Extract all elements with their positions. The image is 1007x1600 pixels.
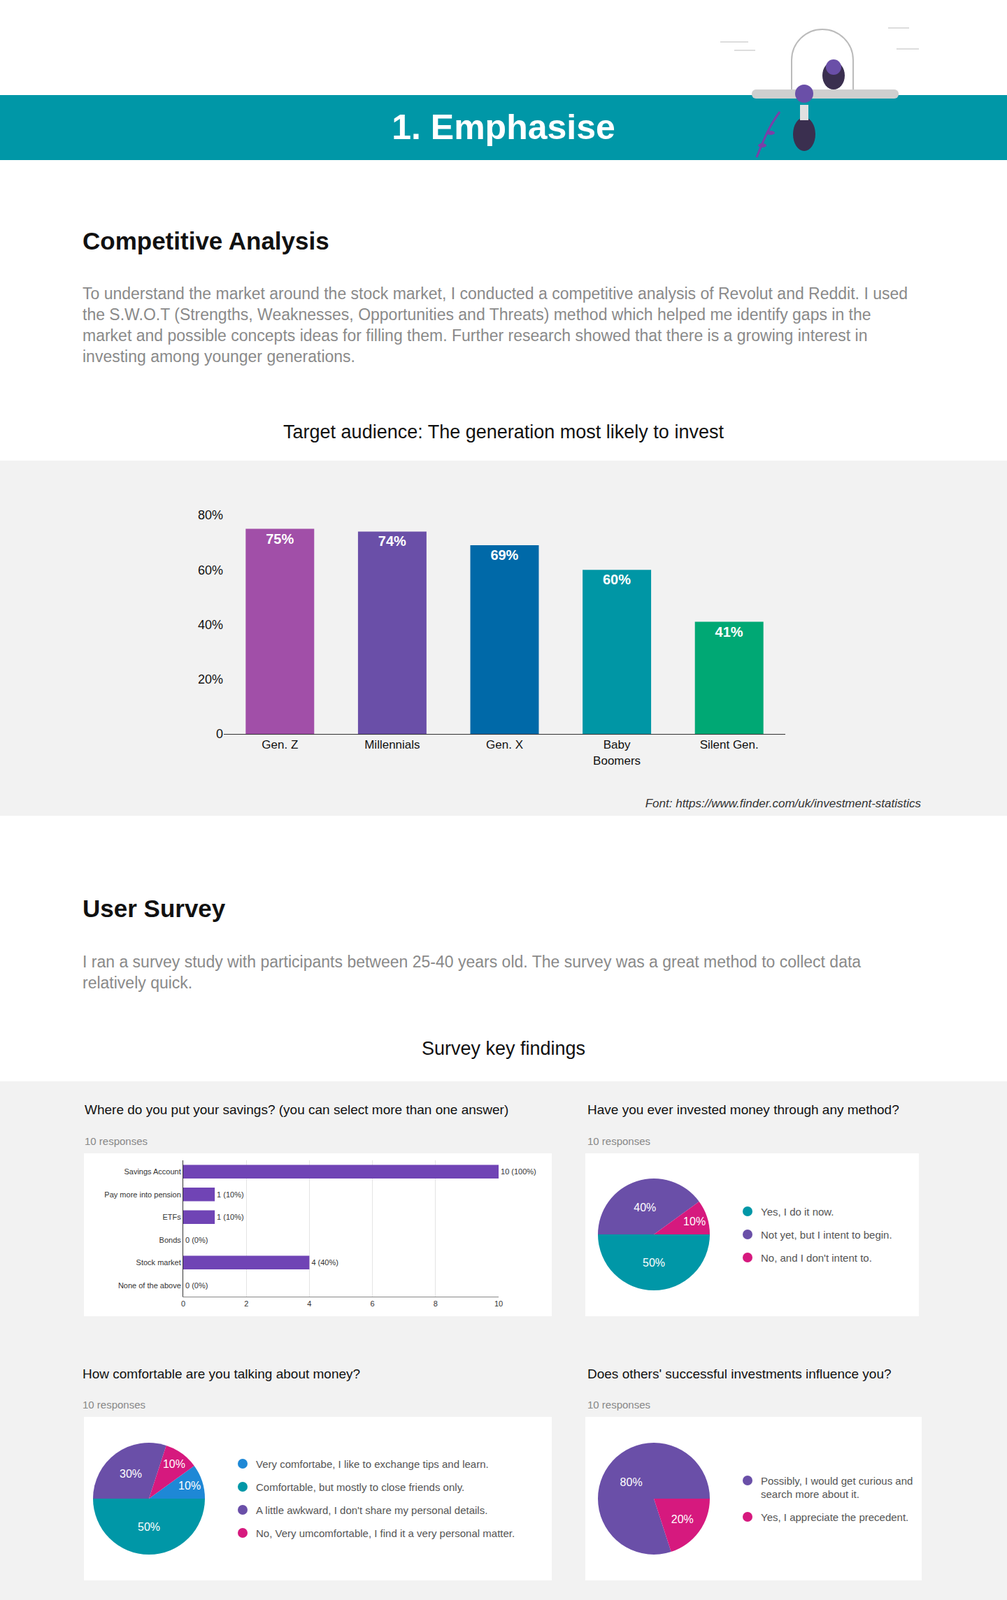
- svg-text:0: 0: [216, 727, 224, 742]
- html-text:10 responses: 10 responses: [84, 1135, 148, 1148]
- svg-text:4 (40%): 4 (40%): [311, 1258, 339, 1268]
- svg-text:Pay more into pension: Pay more into pension: [104, 1190, 181, 1200]
- svg-text:74%: 74%: [378, 533, 407, 549]
- svg-text:0 (0%): 0 (0%): [185, 1281, 208, 1291]
- html-text:To understand the market aroun: To understand the market around the stoc…: [82, 284, 908, 366]
- html-text:Does others' successful invest: Does others' successful investments infl…: [587, 1367, 892, 1382]
- svg-text:30%: 30%: [119, 1468, 142, 1481]
- svg-text:BabyBoomers: BabyBoomers: [593, 738, 641, 768]
- svg-text:69%: 69%: [490, 547, 519, 563]
- html-text:No, and I don't intent to.: No, and I don't intent to.: [760, 1252, 872, 1265]
- svg-text:Gen. X: Gen. X: [486, 738, 524, 752]
- svg-text:80%: 80%: [197, 508, 224, 523]
- svg-text:40%: 40%: [633, 1202, 656, 1214]
- svg-text:50%: 50%: [137, 1521, 161, 1534]
- svg-text:10%: 10%: [683, 1216, 706, 1228]
- svg-text:60%: 60%: [197, 563, 224, 578]
- html-text:Target audience: The generatio: Target audience: The generation most lik…: [283, 421, 724, 443]
- html-text:Not yet, but I intent to begin: Not yet, but I intent to begin.: [760, 1229, 893, 1242]
- html-text:A little awkward, I don't shar: A little awkward, I don't share my perso…: [255, 1504, 488, 1517]
- html-text:Have you ever invested money t: Have you ever invested money through any…: [587, 1102, 900, 1118]
- svg-text:0: 0: [181, 1300, 186, 1309]
- html-text:10 responses: 10 responses: [82, 1399, 146, 1412]
- html-text:Very comfortabe, I like to exc: Very comfortabe, I like to exchange tips…: [255, 1458, 489, 1471]
- svg-text:1 (10%): 1 (10%): [216, 1213, 245, 1222]
- svg-text:0 (0%): 0 (0%): [185, 1236, 208, 1245]
- svg-text:20%: 20%: [197, 672, 224, 687]
- svg-text:ETFs: ETFs: [162, 1213, 182, 1222]
- html-text:10 responses: 10 responses: [587, 1135, 651, 1148]
- svg-text:Savings Account: Savings Account: [123, 1167, 181, 1177]
- svg-text:20%: 20%: [671, 1513, 694, 1526]
- svg-text:8: 8: [433, 1300, 438, 1309]
- html-text:Competitive Analysis: Competitive Analysis: [82, 227, 330, 255]
- svg-text:Bonds: Bonds: [159, 1236, 182, 1245]
- html-text:Possibly, I would get curious: Possibly, I would get curious and search…: [760, 1475, 913, 1501]
- svg-text:10%: 10%: [178, 1480, 201, 1493]
- svg-text:Stock market: Stock market: [136, 1258, 182, 1268]
- html-text:Comfortable, but mostly to clo: Comfortable, but mostly to close friends…: [255, 1481, 465, 1494]
- svg-text:40%: 40%: [197, 618, 224, 633]
- html-text:Font: https://www.finder.com/u: Font: https://www.finder.com/uk/investme…: [645, 797, 921, 811]
- svg-text:10 (100%): 10 (100%): [500, 1167, 537, 1177]
- svg-text:2: 2: [244, 1300, 249, 1309]
- svg-text:10%: 10%: [162, 1458, 186, 1471]
- html-text:Yes, I do it now.: Yes, I do it now.: [760, 1206, 834, 1219]
- html-text:Yes, I appreciate the preceden: Yes, I appreciate the precedent.: [760, 1511, 909, 1524]
- html-text:10 responses: 10 responses: [587, 1399, 651, 1412]
- html-text:User Survey: User Survey: [82, 895, 226, 923]
- svg-text:75%: 75%: [265, 531, 294, 547]
- html-text:How comfortable are you talkin: How comfortable are you talking about mo…: [82, 1367, 361, 1382]
- svg-text:4: 4: [306, 1300, 312, 1309]
- html-text:Where do you put your savings?: Where do you put your savings? (you can …: [84, 1102, 509, 1118]
- svg-text:Millennials: Millennials: [364, 738, 420, 752]
- svg-text:6: 6: [370, 1300, 375, 1309]
- html-text:1. Emphasise: 1. Emphasise: [391, 107, 616, 147]
- svg-text:60%: 60%: [602, 572, 631, 588]
- svg-text:80%: 80%: [620, 1476, 643, 1489]
- html-text:No, Very umcomfortable, I find: No, Very umcomfortable, I find it a very…: [255, 1527, 515, 1540]
- svg-text:Silent Gen.: Silent Gen.: [700, 738, 759, 752]
- svg-text:Gen. Z: Gen. Z: [261, 738, 298, 752]
- svg-text:10: 10: [494, 1300, 503, 1309]
- svg-text:41%: 41%: [715, 624, 744, 640]
- svg-text:50%: 50%: [642, 1257, 666, 1270]
- html-text:Survey key findings: Survey key findings: [421, 1038, 586, 1060]
- html-text:I ran a survey study with part: I ran a survey study with participants b…: [82, 953, 861, 993]
- svg-text:1 (10%): 1 (10%): [216, 1190, 245, 1200]
- svg-text:None of the above: None of the above: [118, 1281, 182, 1291]
